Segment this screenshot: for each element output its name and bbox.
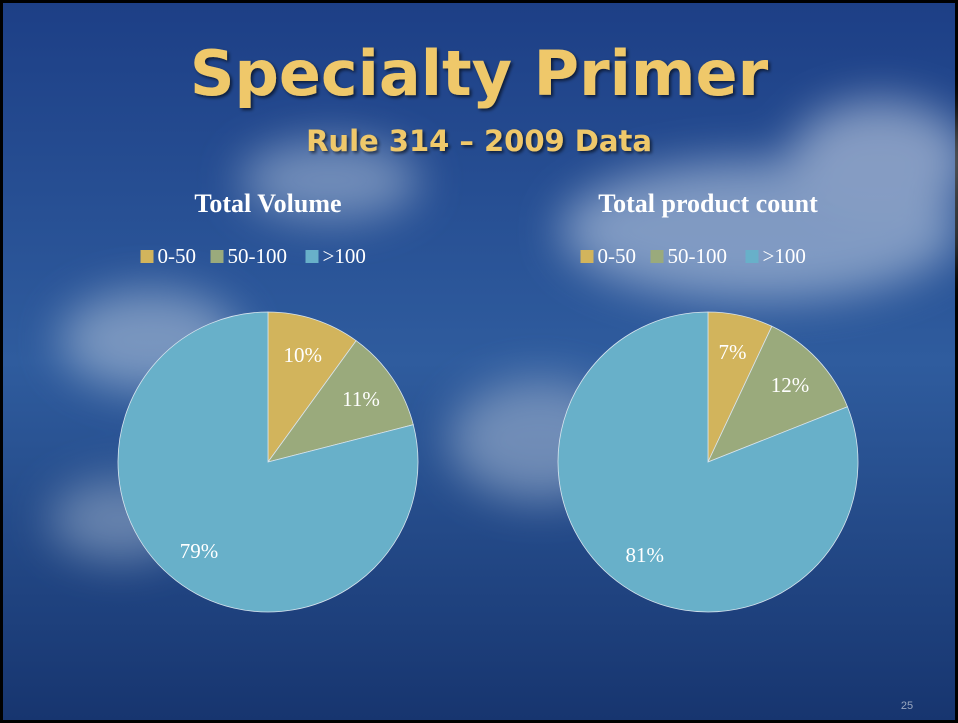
legend-swatch [211, 250, 224, 263]
page-number: 25 [901, 700, 913, 712]
legend-label: 50-100 [228, 244, 288, 268]
legend-swatch [141, 250, 154, 263]
legend-label: >100 [323, 244, 366, 268]
data-label: 11% [342, 387, 380, 411]
data-label: 12% [771, 373, 810, 397]
slide: Specialty Primer Rule 314 – 2009 Data 25… [0, 0, 958, 723]
legend-swatch [581, 250, 594, 263]
slide-title: Specialty Primer [190, 37, 769, 110]
data-label: 10% [284, 343, 323, 367]
legend-swatch [746, 250, 759, 263]
legend-label: >100 [763, 244, 806, 268]
data-label: 81% [626, 543, 665, 567]
legend-label: 50-100 [668, 244, 728, 268]
data-label: 79% [180, 539, 219, 563]
data-label: 7% [719, 340, 747, 364]
legend-swatch [306, 250, 319, 263]
chart-title: Total Volume [194, 189, 341, 218]
chart-title: Total product count [598, 189, 818, 218]
legend-swatch [651, 250, 664, 263]
legend-label: 0-50 [158, 244, 197, 268]
legend-label: 0-50 [598, 244, 637, 268]
slide-subtitle: Rule 314 – 2009 Data [306, 124, 652, 158]
